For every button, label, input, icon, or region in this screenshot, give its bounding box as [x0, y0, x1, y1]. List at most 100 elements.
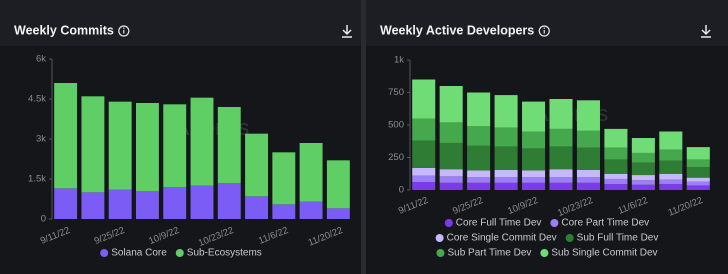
- bar-segment: [467, 177, 491, 183]
- bar-segment: [494, 95, 518, 128]
- legend-swatch: [550, 219, 559, 227]
- bar-segment: [494, 146, 518, 170]
- bar-segment: [272, 204, 296, 219]
- bar-segment: [81, 192, 105, 219]
- bar-segment: [576, 147, 600, 170]
- bar-segment: [659, 149, 683, 161]
- bar-segment: [549, 177, 573, 183]
- legend-row: Core Full Time Dev Core Part Time Dev: [444, 218, 649, 229]
- legend-label: Core Full Time Dev: [456, 218, 542, 229]
- y-tick-label: 1k: [394, 55, 404, 66]
- bar-segment: [549, 128, 573, 147]
- bar-segment: [686, 159, 710, 168]
- y-tick-label: 4.5k: [28, 94, 46, 105]
- legend-swatch: [565, 234, 574, 242]
- bar-segment: [81, 96, 105, 193]
- chart-title: Weekly Commits: [14, 23, 114, 37]
- bar-segment: [576, 169, 600, 177]
- bar-segment: [326, 160, 350, 209]
- bar-segment: [163, 104, 187, 187]
- bar-segment: [494, 182, 518, 190]
- bar-segment: [136, 191, 159, 219]
- bar-segment: [412, 175, 436, 183]
- bar-segment: [631, 162, 655, 176]
- bar-segment: [522, 148, 546, 171]
- legend-label: Core Part Time Dev: [561, 218, 649, 229]
- bar-segment: [190, 185, 214, 219]
- chart-title: Weekly Active Developers: [380, 23, 534, 37]
- legend-label: Sub Single Commit Dev: [551, 248, 657, 259]
- legend-swatch: [436, 249, 445, 257]
- y-tick-label: 500: [388, 120, 404, 131]
- info-icon-dot: [543, 27, 545, 29]
- bar-segment: [54, 83, 78, 189]
- bar-segment: [604, 178, 628, 185]
- y-tick-label: 250: [388, 152, 404, 163]
- info-icon: [538, 25, 550, 37]
- bar-segment: [494, 169, 518, 177]
- bar-segment: [108, 189, 132, 219]
- download-icon[interactable]: [342, 25, 352, 38]
- legend-row: Solana Core Sub-Ecosystems: [100, 248, 262, 259]
- bar-segment: [412, 140, 436, 168]
- bar-segment: [604, 128, 628, 148]
- bar-segment: [686, 181, 710, 186]
- bar-segment: [467, 145, 491, 171]
- bar-segment: [576, 100, 600, 131]
- bar-segment: [136, 103, 159, 191]
- bar-segment: [522, 131, 546, 149]
- bar-segment: [245, 133, 268, 197]
- bar-segment: [576, 182, 600, 190]
- bar-segment: [549, 182, 573, 190]
- legend-swatch: [444, 219, 453, 227]
- y-tick-label: 750: [388, 87, 404, 98]
- bar-segment: [522, 170, 546, 177]
- legend-swatch: [100, 249, 109, 257]
- bar-segment: [659, 173, 683, 180]
- bar-segment: [467, 182, 491, 190]
- legend-label: Sub Full Time Dev: [577, 233, 659, 244]
- legend-label: Sub-Ecosystems: [187, 248, 262, 259]
- bar-segment: [272, 152, 296, 205]
- download-icon[interactable]: [701, 25, 711, 38]
- legend-swatch: [175, 249, 184, 257]
- panel-header: [0, 0, 361, 46]
- legend-label: Core Single Commit Dev: [447, 233, 557, 244]
- panel-header: [366, 0, 728, 46]
- bar-segment: [522, 182, 546, 190]
- bar-segment: [108, 101, 132, 190]
- bar-segment: [217, 107, 241, 183]
- bar-segment: [659, 184, 683, 190]
- bar-segment: [439, 143, 463, 170]
- bar-segment: [467, 126, 491, 146]
- y-tick-label: 0: [41, 214, 46, 225]
- bar-segment: [494, 177, 518, 183]
- bar-segment: [217, 183, 241, 219]
- bar-segment: [686, 177, 710, 182]
- bar-segment: [522, 101, 546, 132]
- legend-swatch: [540, 249, 549, 257]
- bar-segment: [686, 185, 710, 190]
- bar-segment: [412, 182, 436, 190]
- bar-segment: [549, 99, 573, 129]
- bar-segment: [299, 201, 323, 219]
- bar-segment: [439, 86, 463, 123]
- bar-segment: [549, 169, 573, 177]
- bar-segment: [439, 122, 463, 144]
- bar-segment: [190, 97, 214, 186]
- bar-segment: [299, 143, 323, 202]
- bar-segment: [604, 159, 628, 174]
- bar-segment: [631, 138, 655, 153]
- bar-segment: [467, 92, 491, 127]
- bar-segment: [604, 173, 628, 179]
- bar-segment: [631, 180, 655, 185]
- bar-segment: [412, 118, 436, 141]
- bar-segment: [549, 146, 573, 170]
- legend-swatch: [435, 234, 444, 242]
- bar-segment: [576, 130, 600, 148]
- bar-segment: [686, 147, 710, 160]
- bar-segment: [494, 127, 518, 147]
- bar-segment: [659, 131, 683, 150]
- bar-segment: [245, 196, 268, 219]
- bar-segment: [163, 187, 187, 219]
